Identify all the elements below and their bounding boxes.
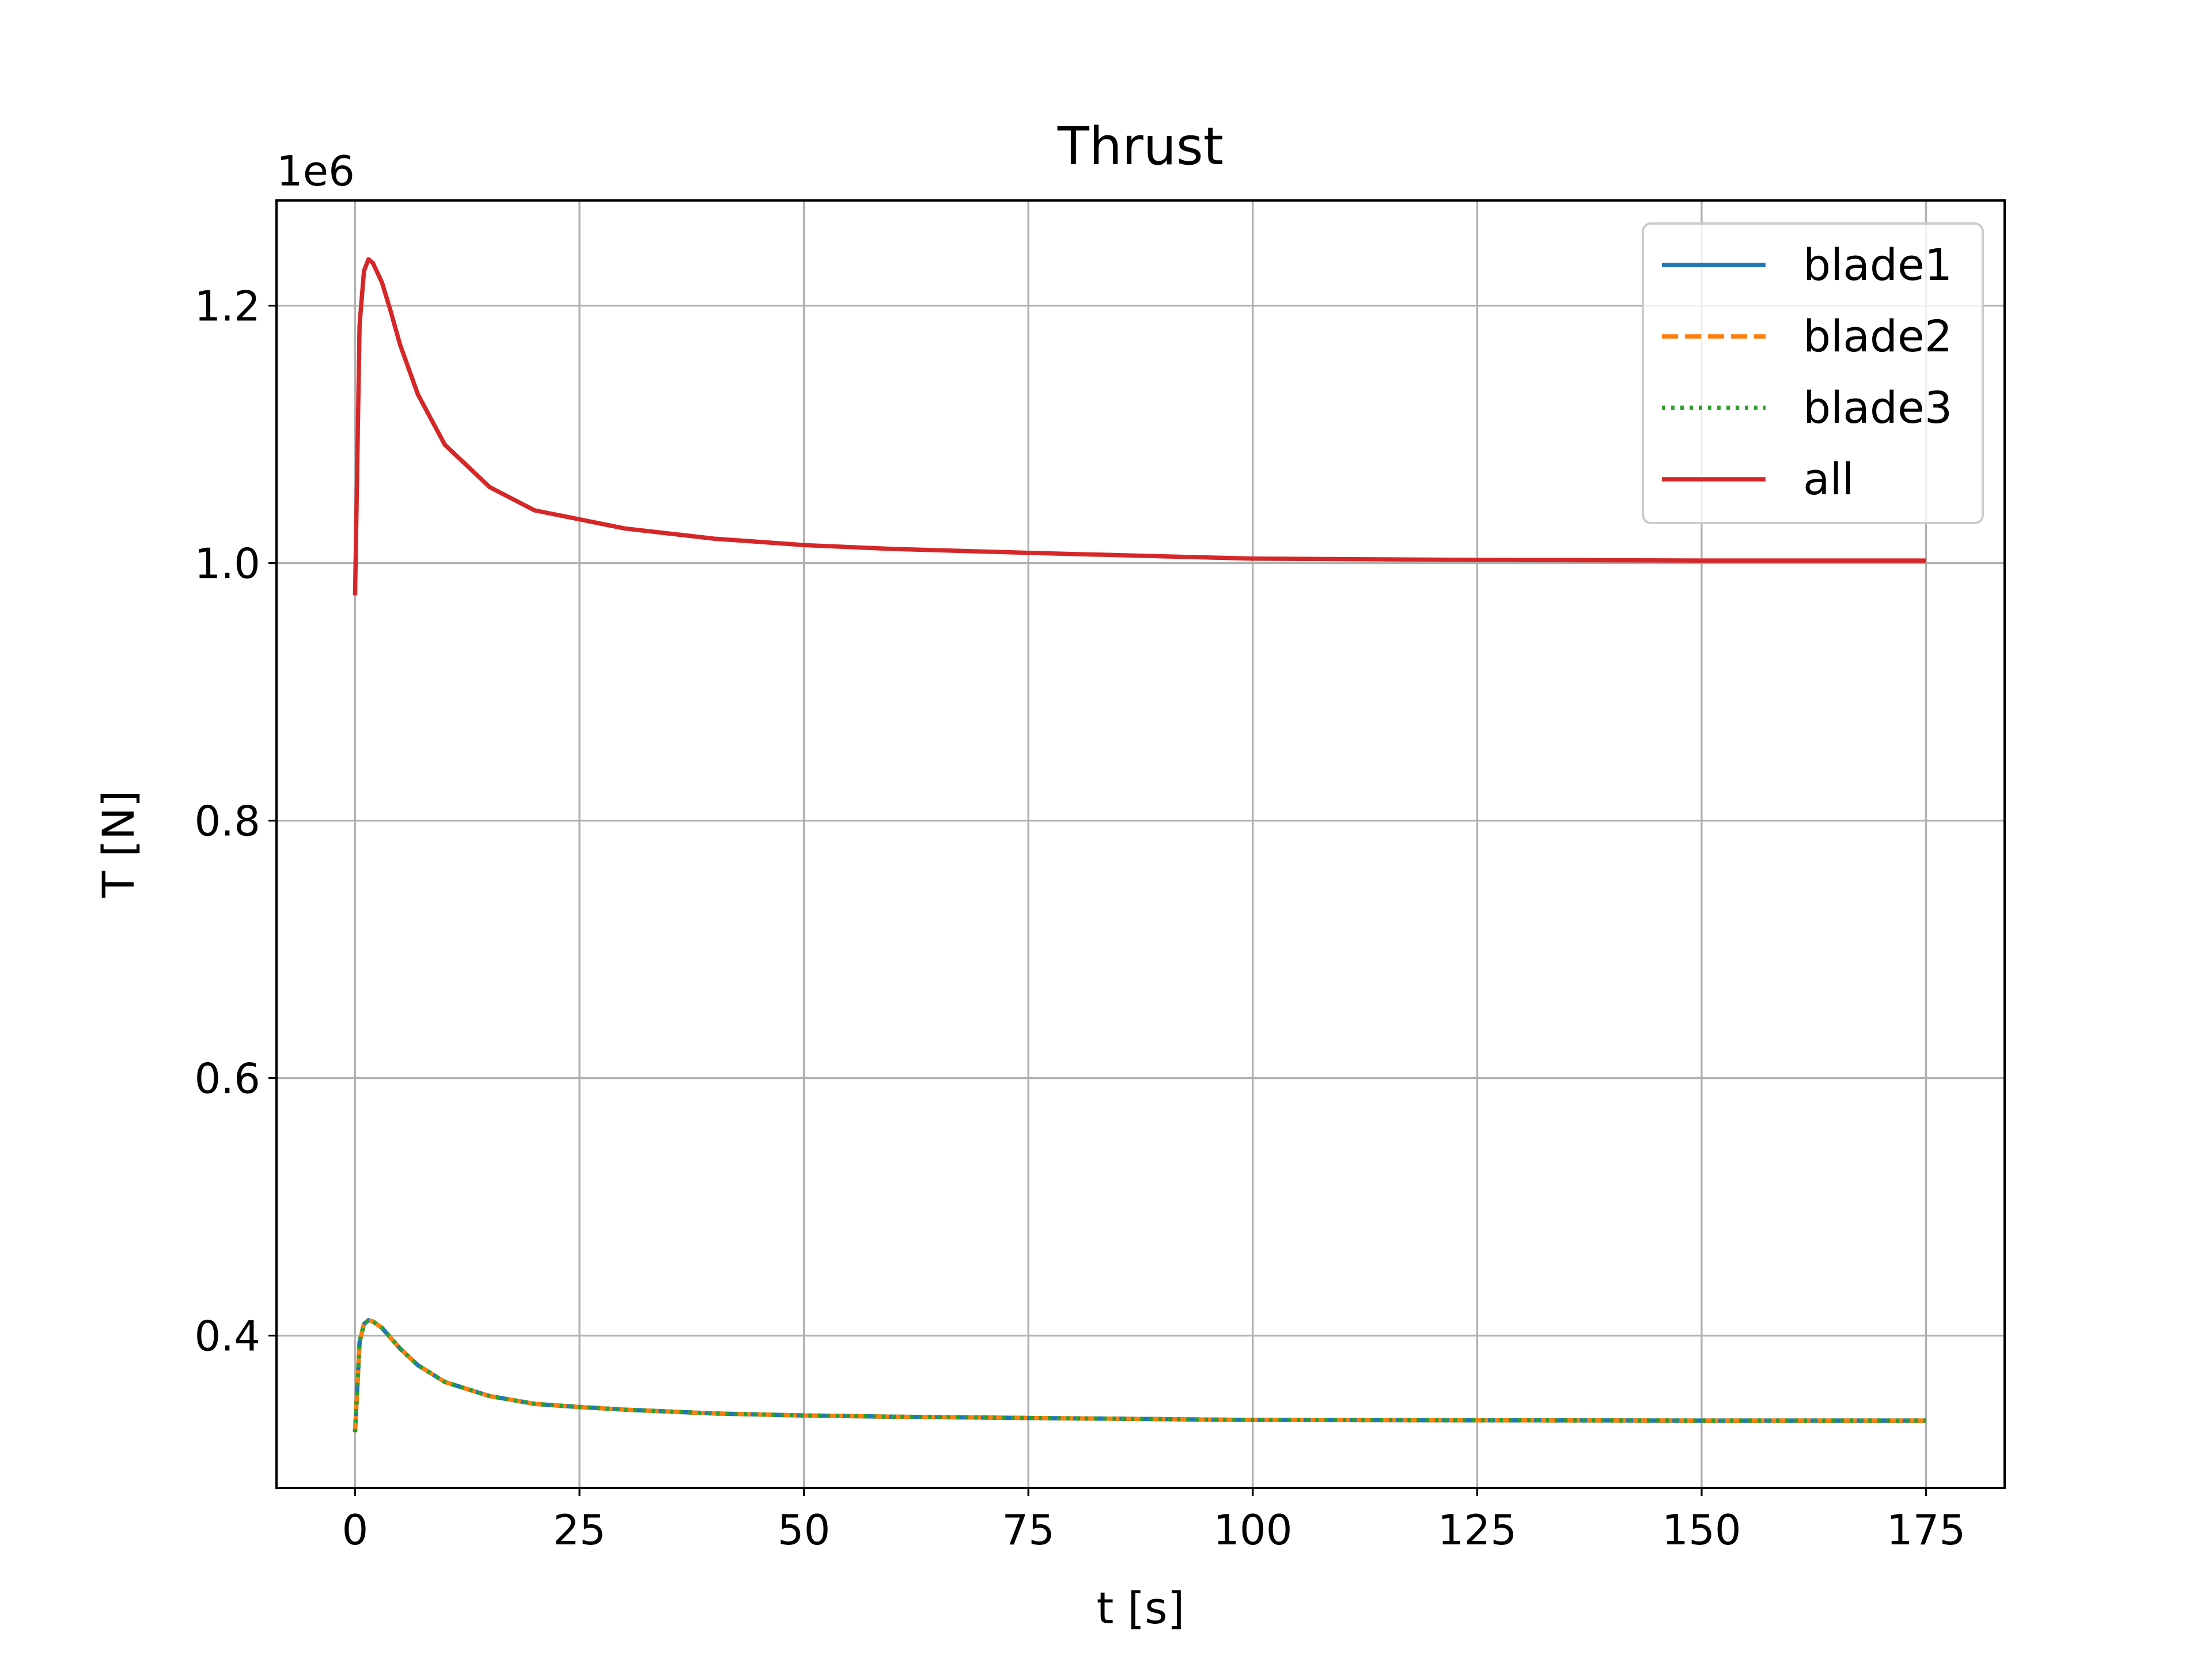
y-tick-label: 0.6: [194, 1055, 260, 1103]
x-tick-label: 150: [1662, 1506, 1741, 1554]
y-tick-label: 0.4: [194, 1312, 260, 1361]
legend-label-blade2: blade2: [1803, 310, 1952, 362]
chart-title: Thrust: [1057, 116, 1224, 177]
plot-frame: [275, 199, 2006, 1489]
legend-label-all: all: [1803, 453, 1854, 505]
y-tick-label: 1.2: [194, 282, 260, 331]
axis-ticks: 0 25 50 75 100 125 150 175 0.4 0.6 0.8 1.0 1.2: [194, 282, 1965, 1554]
plot-lines: [353, 257, 1926, 1433]
series-line-all: [353, 257, 1926, 596]
legend-entries: blade1 blade2 blade3 all: [1662, 239, 1952, 505]
y-offset-label: 1e6: [276, 147, 355, 195]
legend: blade1 blade2 blade3 all: [1642, 222, 1984, 524]
legend-box: [1642, 222, 1984, 524]
series-line-blade3: [353, 1318, 1926, 1433]
y-tick-label: 1.0: [194, 540, 260, 588]
y-axis-label: T [N]: [93, 790, 144, 899]
x-tick-label: 75: [1002, 1506, 1055, 1554]
legend-label-blade3: blade3: [1803, 382, 1952, 433]
x-tick-label: 175: [1887, 1506, 1965, 1554]
x-tick-label: 25: [553, 1506, 606, 1554]
x-tick-label: 50: [778, 1506, 831, 1554]
legend-label-blade1: blade1: [1803, 239, 1952, 290]
y-tick-label: 0.8: [194, 797, 260, 846]
x-axis-label: t [s]: [1097, 1582, 1185, 1634]
x-tick-label: 125: [1438, 1506, 1517, 1554]
x-tick-label: 100: [1213, 1506, 1292, 1554]
x-tick-label: 0: [342, 1506, 368, 1554]
